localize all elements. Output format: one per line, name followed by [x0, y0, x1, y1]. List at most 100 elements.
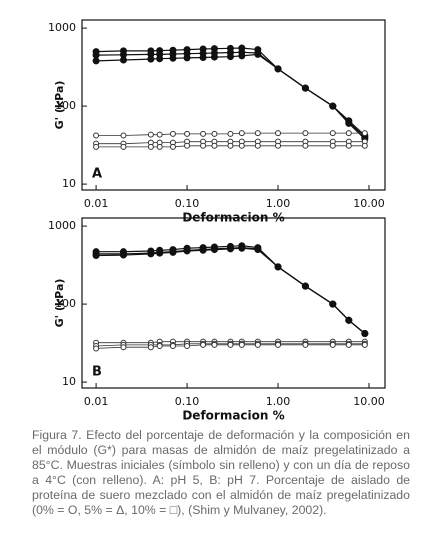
data-point: [199, 246, 207, 254]
data-point: [361, 130, 368, 137]
data-point: [147, 131, 154, 138]
data-point: [93, 132, 100, 139]
data-point: [210, 246, 218, 254]
y-tick-label: 10: [62, 375, 76, 388]
data-point: [301, 282, 309, 290]
data-point: [329, 102, 337, 110]
data-point: [120, 143, 127, 150]
data-point: [345, 142, 352, 149]
panel-label: B: [92, 365, 102, 380]
data-point: [227, 130, 234, 137]
data-point: [254, 246, 262, 254]
y-axis-label: G' (kPa): [53, 81, 66, 130]
series-line: [96, 343, 365, 347]
data-point: [361, 142, 368, 149]
data-point: [226, 245, 234, 253]
x-tick-label: 0.10: [175, 197, 200, 210]
data-point: [227, 142, 234, 149]
data-point: [345, 316, 353, 324]
data-point: [329, 142, 336, 149]
data-point: [169, 143, 176, 150]
data-point: [184, 343, 191, 350]
data-point: [345, 130, 352, 137]
data-point: [361, 341, 368, 348]
series-line: [96, 132, 365, 136]
x-tick-label: 1.00: [266, 197, 291, 210]
data-point: [211, 142, 218, 149]
x-tick-label: 0.01: [84, 197, 109, 210]
caption: Figura 7. Efecto del porcentaje de defor…: [32, 428, 410, 517]
data-point: [120, 344, 127, 351]
data-point: [238, 341, 245, 348]
plot-frame: [81, 19, 386, 191]
data-point: [120, 132, 127, 139]
data-point: [275, 341, 282, 348]
data-point: [226, 53, 234, 61]
data-point: [329, 300, 337, 308]
data-point: [200, 341, 207, 348]
data-point: [147, 143, 154, 150]
data-point: [274, 263, 282, 271]
plot-frame: [81, 217, 386, 389]
data-point: [183, 247, 191, 255]
data-point: [156, 131, 163, 138]
data-point: [302, 130, 309, 137]
data-point: [184, 142, 191, 149]
data-point: [156, 343, 163, 350]
data-point: [274, 65, 282, 73]
x-tick-label: 10.00: [353, 197, 385, 210]
data-point: [200, 130, 207, 137]
y-axis-label: G' (kPa): [53, 279, 66, 328]
data-point: [169, 130, 176, 137]
data-point: [361, 329, 369, 337]
data-point: [211, 341, 218, 348]
x-tick-label: 1.00: [266, 395, 291, 408]
data-point: [238, 52, 246, 60]
data-point: [254, 130, 261, 137]
data-point: [92, 251, 100, 259]
data-point: [238, 244, 246, 252]
x-tick-label: 0.10: [175, 395, 200, 408]
data-point: [302, 142, 309, 149]
data-point: [92, 57, 100, 65]
data-point: [184, 130, 191, 137]
data-point: [200, 142, 207, 149]
y-tick-label: 100: [55, 99, 76, 112]
data-point: [345, 341, 352, 348]
series-line: [96, 141, 365, 145]
data-point: [254, 142, 261, 149]
data-point: [301, 84, 309, 92]
series-line: [96, 47, 366, 136]
data-point: [156, 249, 164, 257]
data-point: [169, 54, 177, 62]
data-point: [147, 250, 155, 258]
data-point: [169, 248, 177, 256]
data-point: [211, 130, 218, 137]
series-line: [96, 145, 365, 148]
y-tick-label: 100: [55, 297, 76, 310]
y-tick-label: 1000: [48, 219, 76, 232]
data-point: [302, 341, 309, 348]
series-line: [96, 53, 366, 140]
data-point: [254, 341, 261, 348]
data-point: [93, 143, 100, 150]
x-tick-label: 10.00: [353, 395, 385, 408]
series-line: [96, 247, 366, 334]
data-point: [329, 341, 336, 348]
data-point: [199, 53, 207, 61]
data-point: [183, 54, 191, 62]
data-point: [275, 130, 282, 137]
data-point: [345, 119, 353, 127]
data-point: [93, 345, 100, 352]
panel-label: A: [92, 167, 102, 182]
data-point: [238, 142, 245, 149]
x-tick-label: 0.01: [84, 395, 109, 408]
data-point: [275, 142, 282, 149]
data-point: [227, 341, 234, 348]
data-point: [156, 55, 164, 63]
data-point: [254, 50, 262, 58]
series-line: [96, 246, 366, 334]
data-point: [238, 130, 245, 137]
x-axis-label: Deformacion %: [182, 409, 284, 423]
